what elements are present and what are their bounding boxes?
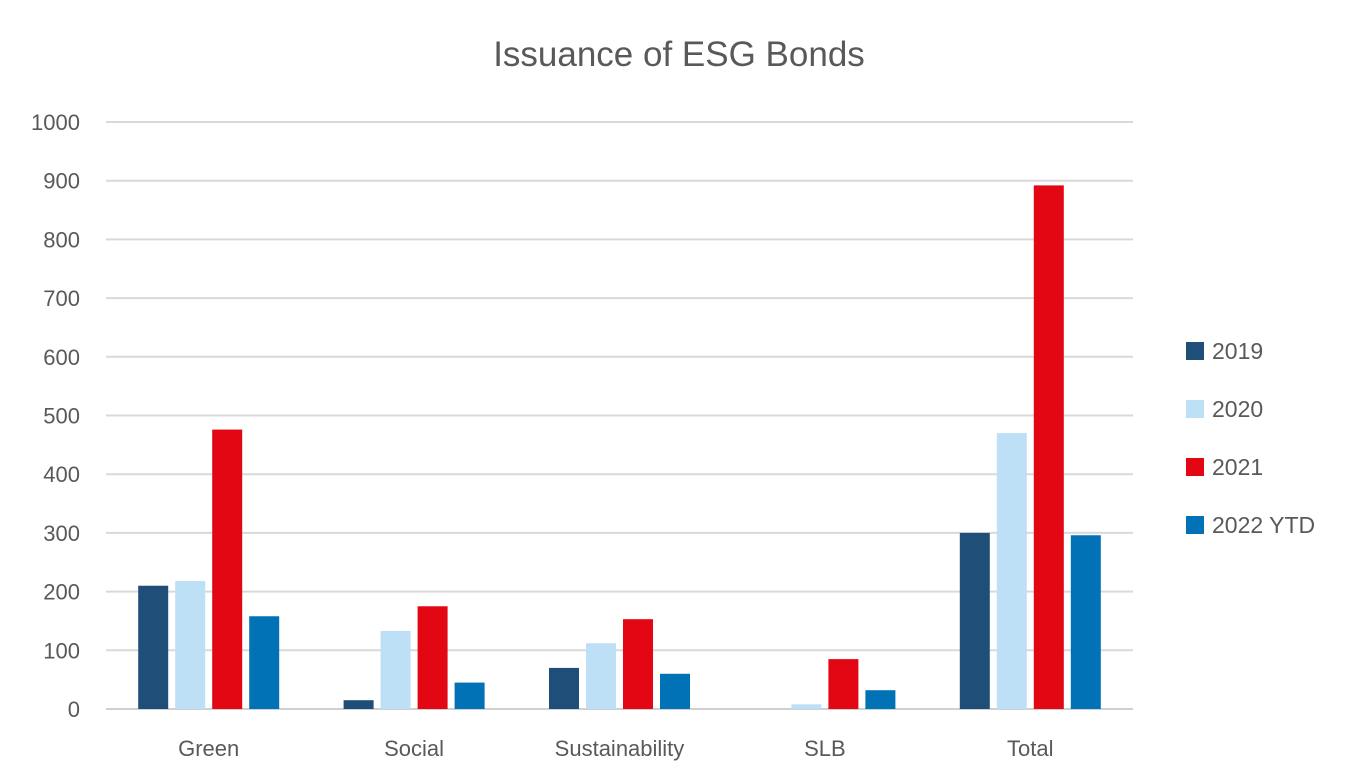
bar-green-2019 — [138, 585, 169, 709]
x-tick-label: Sustainability — [555, 736, 685, 761]
bar-slb-2020 — [791, 704, 822, 709]
bar-total-2019 — [959, 532, 990, 709]
y-tick-label: 300 — [43, 521, 80, 546]
bar-total-2022-ytd — [1070, 535, 1101, 709]
x-tick-label: Total — [1007, 736, 1053, 761]
legend-label: 2021 — [1212, 454, 1263, 480]
chart-title: Issuance of ESG Bonds — [493, 35, 865, 74]
bar-sustainability-2020 — [586, 643, 616, 709]
bar-social-2021 — [417, 606, 448, 709]
bar-social-2022-ytd — [454, 682, 485, 709]
y-tick-label: 200 — [43, 580, 80, 605]
y-tick-label: 500 — [43, 404, 80, 429]
legend-swatch — [1186, 458, 1204, 476]
bar-green-2021 — [212, 429, 243, 709]
y-axis-tick-labels: 0 100 200 300 400 500 600 700 800 900 1000 — [31, 110, 80, 722]
bar-slb-2022-ytd — [865, 690, 896, 709]
bar-green-2020 — [175, 581, 206, 709]
y-tick-label: 0 — [68, 697, 80, 722]
y-tick-label: 1000 — [31, 110, 80, 135]
bar-green-2022-ytd — [249, 616, 280, 709]
x-tick-label: Social — [384, 736, 444, 761]
bar-slb-2021 — [828, 659, 859, 709]
x-tick-label: SLB — [804, 736, 846, 761]
legend-swatch — [1186, 342, 1204, 360]
legend: 2019 2020 2021 2022 YTD — [1186, 338, 1315, 538]
legend-label: 2022 YTD — [1212, 512, 1315, 538]
y-tick-label: 900 — [43, 169, 80, 194]
x-tick-label: Green — [178, 736, 239, 761]
bar-social-2019 — [343, 700, 374, 709]
bar-sustainability-2021 — [623, 619, 653, 709]
y-tick-label: 400 — [43, 462, 80, 487]
y-tick-label: 100 — [43, 638, 80, 663]
y-tick-label: 700 — [43, 286, 80, 311]
x-axis-tick-labels: Green Social Sustainability SLB Total — [178, 736, 1053, 761]
legend-swatch — [1186, 516, 1204, 534]
bars — [138, 185, 1101, 709]
legend-label: 2020 — [1212, 396, 1263, 422]
bar-sustainability-2022-ytd — [660, 673, 690, 709]
y-tick-label: 800 — [43, 227, 80, 252]
bar-total-2021 — [1033, 185, 1064, 709]
legend-swatch — [1186, 400, 1204, 418]
legend-label: 2019 — [1212, 338, 1263, 364]
bar-total-2020 — [996, 433, 1027, 709]
bar-sustainability-2019 — [549, 667, 579, 709]
bar-social-2020 — [380, 630, 411, 709]
y-tick-label: 600 — [43, 345, 80, 370]
